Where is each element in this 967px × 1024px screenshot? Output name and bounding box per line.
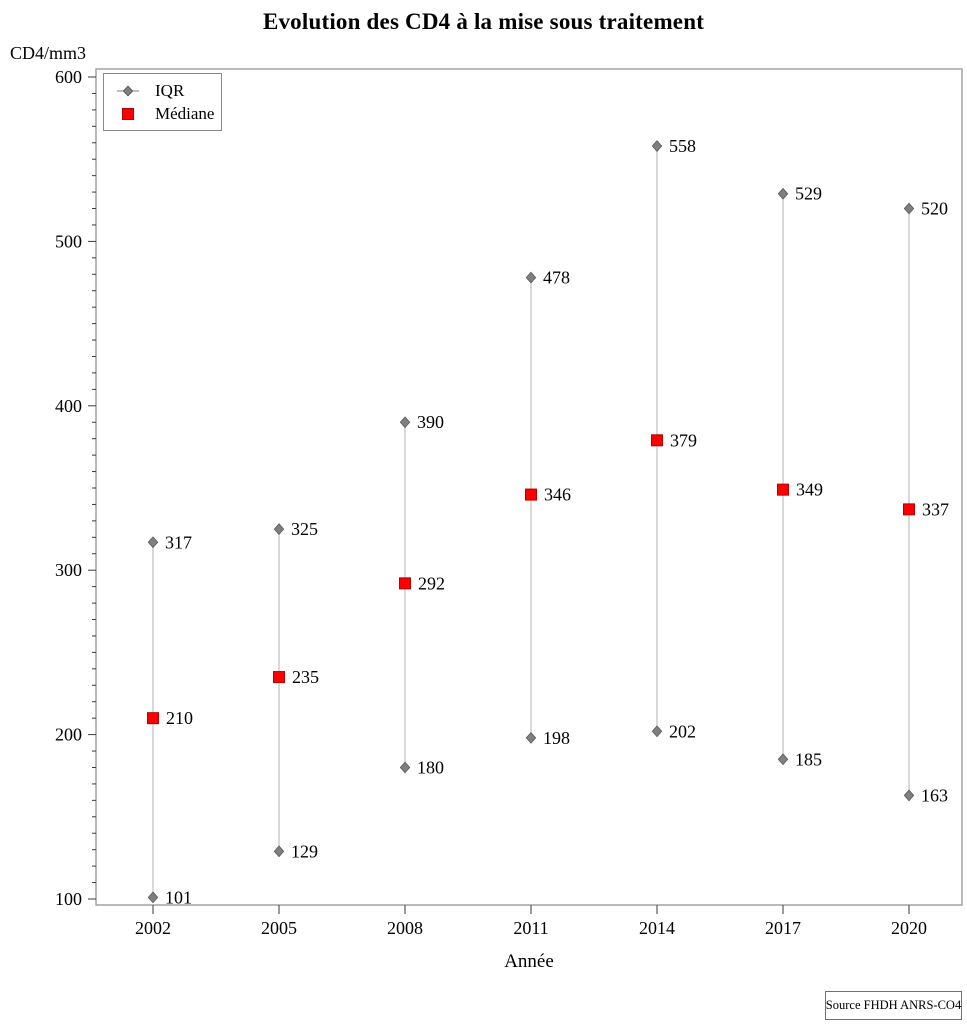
iqr-lower-marker <box>903 789 915 802</box>
iqr-lower-label: 101 <box>165 887 192 907</box>
x-tick-label: 2002 <box>135 918 171 938</box>
x-tick-label: 2005 <box>261 918 297 938</box>
legend-item-iqr: IQR <box>115 81 213 101</box>
median-marker <box>399 577 411 590</box>
iqr-lower-label: 202 <box>669 721 696 741</box>
y-tick-label: 300 <box>55 560 82 580</box>
x-tick-label: 2008 <box>387 918 423 938</box>
iqr-upper-marker <box>147 536 159 549</box>
x-tick-label: 2017 <box>765 918 801 938</box>
iqr-upper-marker <box>777 187 789 200</box>
median-marker <box>777 483 789 496</box>
median-marker <box>525 488 537 501</box>
iqr-upper-label: 317 <box>165 532 192 552</box>
mediane-square-icon <box>122 107 134 120</box>
median-marker <box>273 671 285 684</box>
iqr-lower-label: 185 <box>795 749 822 769</box>
median-marker <box>651 434 663 447</box>
legend: IQR Médiane <box>103 73 222 131</box>
x-tick-label: 2011 <box>513 918 548 938</box>
iqr-lower-label: 163 <box>921 785 948 805</box>
iqr-upper-label: 390 <box>417 412 444 432</box>
y-tick-label: 400 <box>55 396 82 416</box>
iqr-lower-marker <box>525 731 537 744</box>
chart-title: Evolution des CD4 à la mise sous traitem… <box>262 9 705 34</box>
iqr-upper-marker <box>399 416 411 429</box>
median-label: 346 <box>544 485 571 505</box>
y-tick-label: 500 <box>55 231 82 251</box>
median-label: 235 <box>292 667 319 687</box>
iqr-legend-diamond <box>122 84 134 97</box>
median-label: 349 <box>796 480 823 500</box>
iqr-lower-label: 198 <box>543 728 570 748</box>
iqr-upper-marker <box>525 271 537 284</box>
median-label: 379 <box>670 430 697 450</box>
iqr-upper-marker <box>903 202 915 215</box>
median-label: 210 <box>166 708 193 728</box>
legend-label-iqr: IQR <box>155 80 185 100</box>
legend-label-mediane: Médiane <box>155 103 215 123</box>
iqr-upper-marker <box>651 140 663 152</box>
y-tick-label: 100 <box>55 889 82 909</box>
median-label: 292 <box>418 573 445 593</box>
iqr-lower-marker <box>777 753 789 766</box>
plot-frame <box>95 68 963 906</box>
median-marker <box>147 712 159 725</box>
y-axis-title: CD4/mm3 <box>10 43 87 63</box>
source-note: Source FHDH ANRS-CO4 <box>825 991 962 1020</box>
y-tick-label: 200 <box>55 725 82 745</box>
x-tick-label: 2014 <box>639 918 675 938</box>
iqr-upper-label: 529 <box>795 184 822 204</box>
iqr-lower-marker <box>147 891 159 904</box>
iqr-upper-label: 478 <box>543 268 570 288</box>
x-axis-title: Année <box>504 951 554 972</box>
iqr-diamond-icon <box>117 84 139 97</box>
iqr-upper-label: 558 <box>669 136 696 156</box>
iqr-upper-label: 325 <box>291 519 318 539</box>
iqr-lower-marker <box>651 725 663 738</box>
iqr-upper-marker <box>273 523 285 536</box>
mediane-legend-square <box>122 107 134 120</box>
iqr-lower-label: 129 <box>291 841 318 861</box>
iqr-lower-marker <box>273 845 285 858</box>
iqr-upper-label: 520 <box>921 199 948 219</box>
y-tick-label: 600 <box>55 67 82 87</box>
x-tick-label: 2020 <box>891 918 927 938</box>
median-marker <box>903 503 915 516</box>
iqr-lower-marker <box>399 761 411 774</box>
median-label: 337 <box>922 499 949 519</box>
iqr-lower-label: 180 <box>417 757 444 777</box>
legend-item-mediane: Médiane <box>115 103 215 124</box>
